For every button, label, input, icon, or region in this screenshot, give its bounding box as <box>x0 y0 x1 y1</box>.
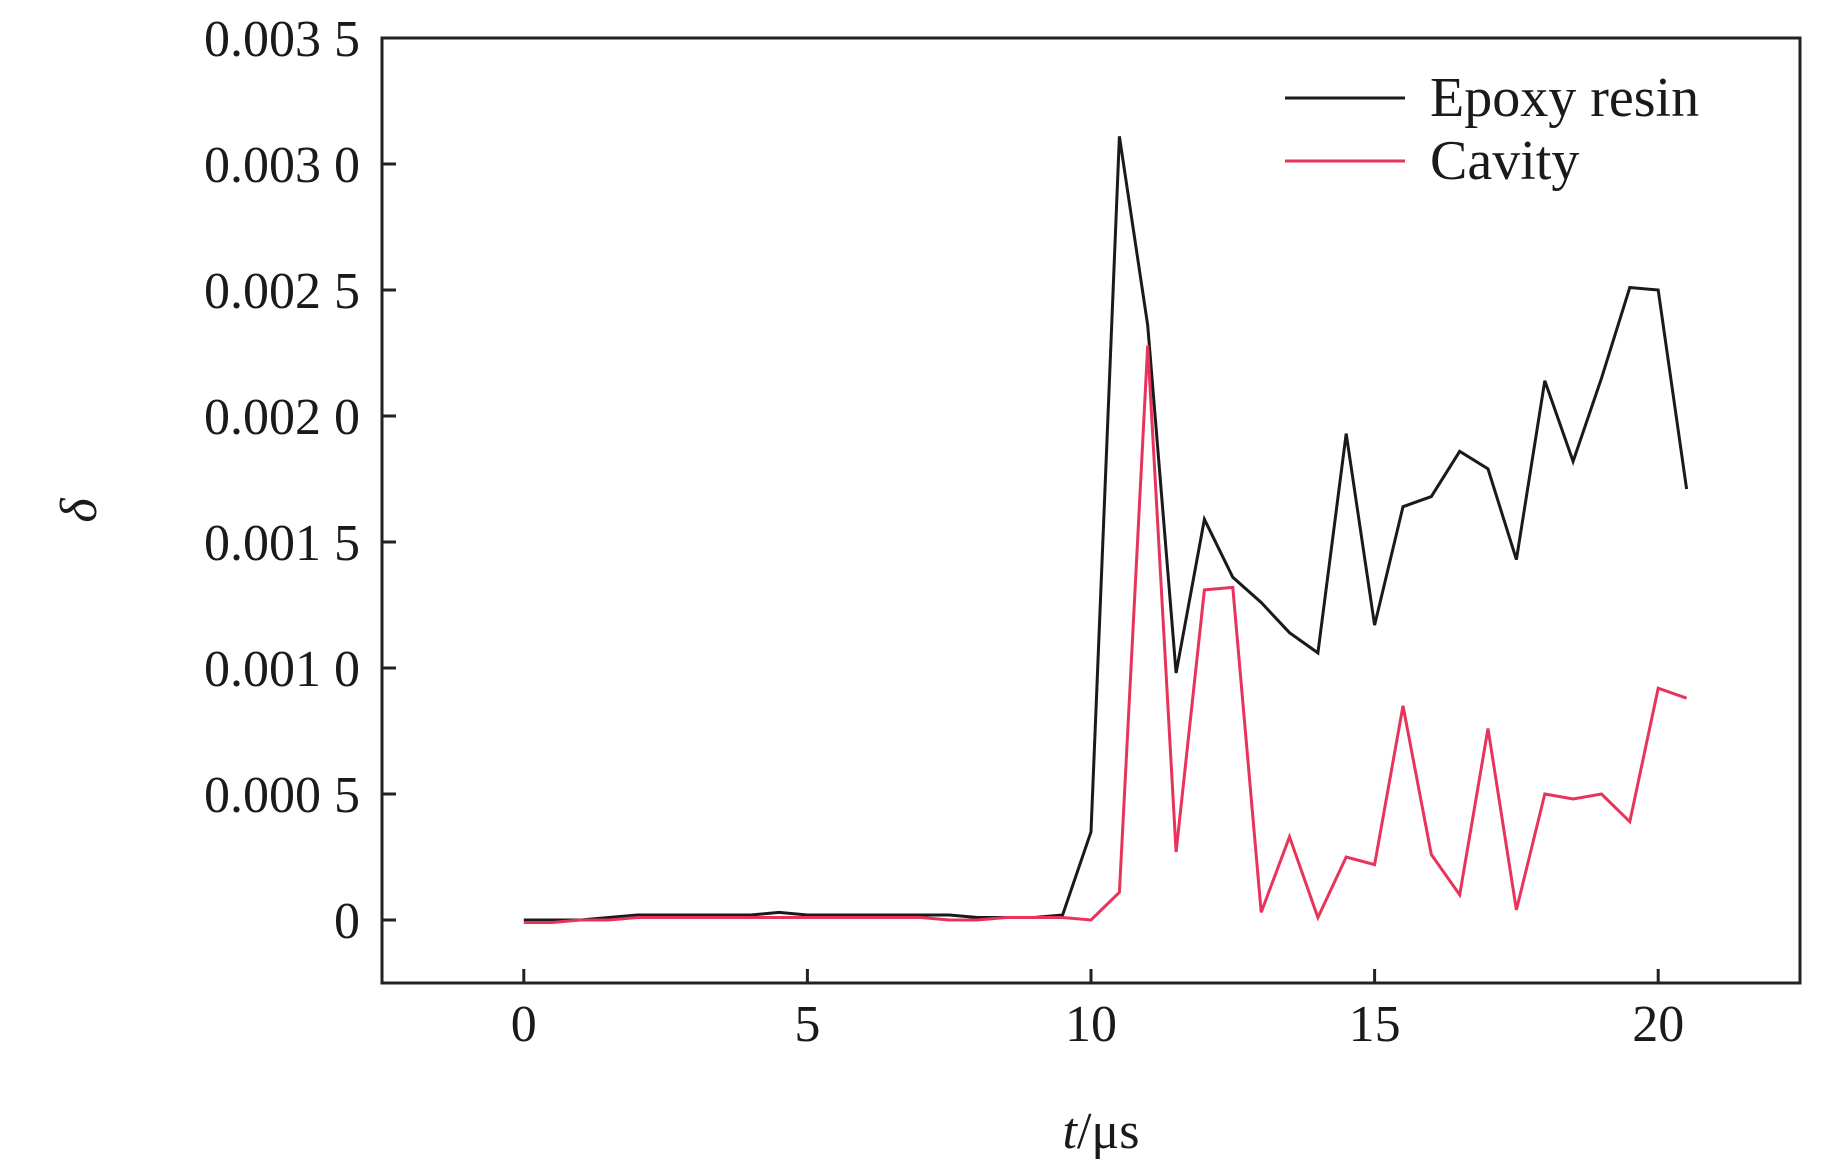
x-tick-label: 15 <box>1349 996 1401 1053</box>
x-tick-label: 20 <box>1632 996 1684 1053</box>
x-tick-label: 5 <box>794 996 820 1053</box>
y-tick-label: 0.001 5 <box>204 515 360 572</box>
x-axis-title: t/μs <box>1062 1103 1139 1160</box>
x-axis-ticks: 0 5 10 15 20 <box>511 969 1684 1053</box>
x-tick-label: 0 <box>511 996 537 1053</box>
y-tick-label: 0.002 5 <box>204 263 360 320</box>
y-tick-label: 0.002 0 <box>204 389 360 446</box>
x-axis-title-unit: /μs <box>1077 1103 1140 1160</box>
x-tick-label: 10 <box>1065 996 1117 1053</box>
legend-label: Epoxy resin <box>1430 67 1699 129</box>
series-layer <box>523 136 1689 924</box>
y-tick-label: 0.003 5 <box>204 11 360 68</box>
y-axis-title: δ <box>51 498 108 523</box>
x-axis-title-variable: t <box>1062 1103 1078 1160</box>
series-line-epoxy-resin <box>523 136 1689 922</box>
y-tick-label: 0.000 5 <box>204 767 360 824</box>
y-tick-label: 0.001 0 <box>204 641 360 698</box>
y-tick-label: 0 <box>334 893 360 950</box>
y-axis-ticks: 0 0.000 5 0.001 0 0.001 5 0.002 0 0.002 5 0.00… <box>204 11 396 950</box>
legend-label: Cavity <box>1430 130 1579 192</box>
y-tick-label: 0.003 0 <box>204 137 360 194</box>
series-line-cavity <box>523 345 1688 924</box>
